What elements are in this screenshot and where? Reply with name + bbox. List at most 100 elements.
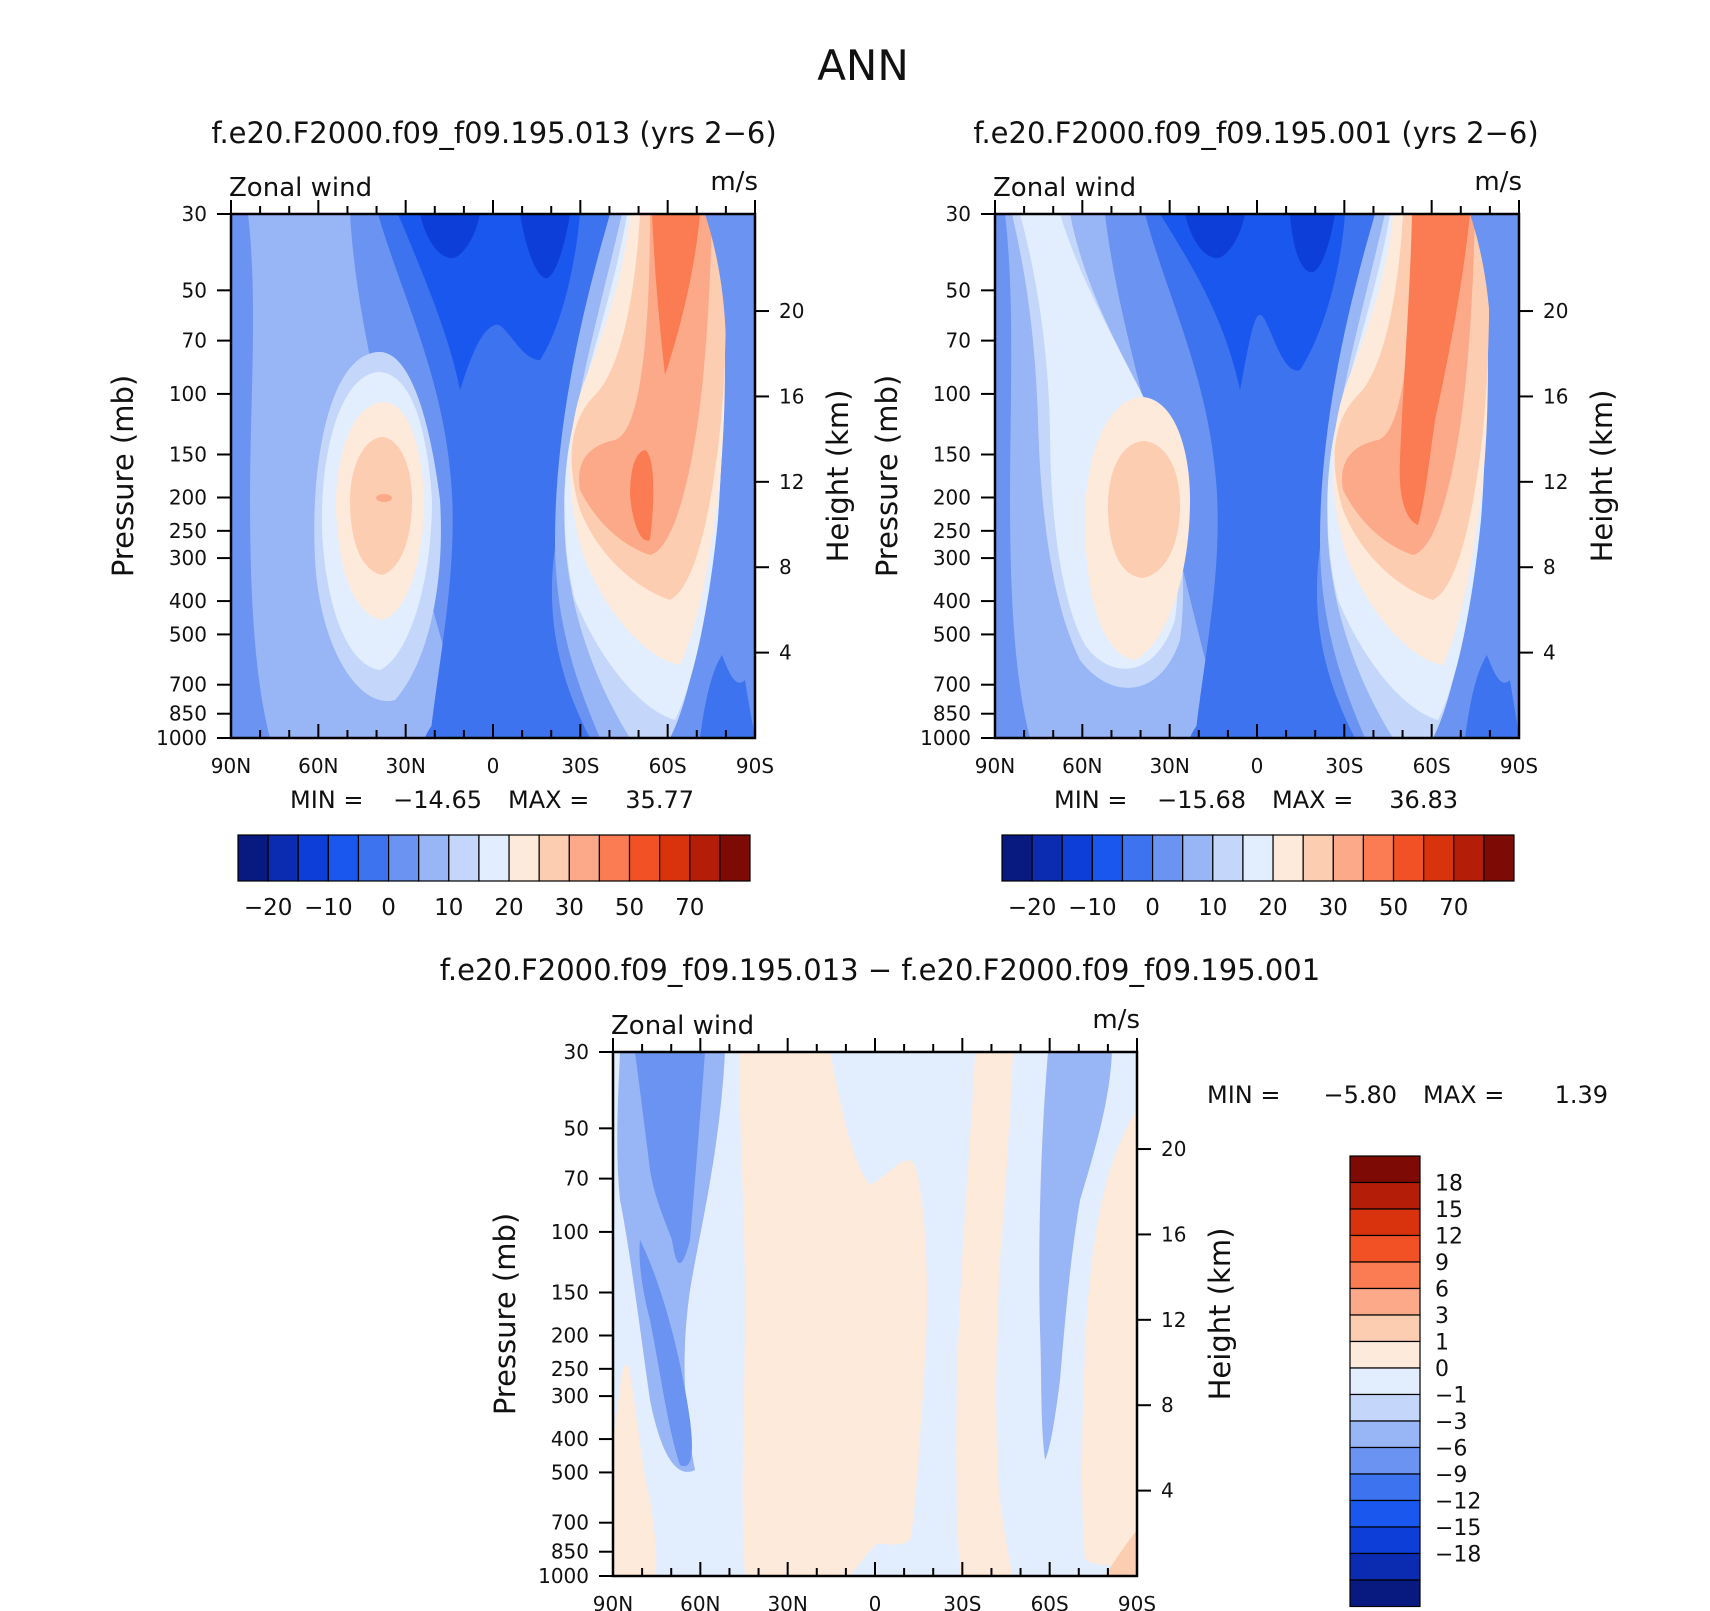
colorbar-swatch xyxy=(719,834,751,882)
pressure-tick-label: 250 xyxy=(933,519,971,543)
contour-nh-jet-core xyxy=(1108,441,1180,578)
pressure-tick-label: 200 xyxy=(551,1323,589,1347)
colorbar-swatch xyxy=(1182,834,1214,882)
axes: 305070100150200250300400500700850100090N… xyxy=(920,200,1568,778)
colorbar-label: −10 xyxy=(304,895,353,921)
lat-tick-label: 30N xyxy=(767,1592,807,1611)
panel-difference: f.e20.F2000.f09_f09.195.013 − f.e20.F200… xyxy=(440,953,1608,1611)
colorbar-label: −15 xyxy=(1435,1516,1481,1541)
pressure-tick-label: 200 xyxy=(169,485,207,509)
colorbar-swatch xyxy=(1453,834,1485,882)
colorbar-swatch xyxy=(1349,1234,1421,1263)
colorbar-label: −20 xyxy=(1008,895,1057,921)
contour-surface-easterly-2 xyxy=(515,712,585,738)
colorbar-label: 20 xyxy=(494,895,523,921)
lat-tick-label: 30S xyxy=(943,1592,981,1611)
colorbar-swatch xyxy=(327,834,360,882)
pressure-tick-label: 300 xyxy=(169,546,207,570)
contour-strat-easterly-core-1 xyxy=(1185,214,1245,259)
height-tick-label: 12 xyxy=(1161,1308,1186,1332)
variable-label: Zonal wind xyxy=(611,1011,754,1041)
colorbar-swatch xyxy=(237,834,269,882)
contour-sh-polar-easterly xyxy=(1465,655,1519,738)
lat-tick-label: 0 xyxy=(869,1592,882,1611)
right-axis-label: Height (km) xyxy=(821,390,855,563)
pressure-tick-label: 850 xyxy=(551,1540,589,1564)
min-value: −14.65 xyxy=(393,786,482,814)
colorbar-swatch xyxy=(1121,834,1154,882)
contour-strat-easterly-core-2 xyxy=(1290,214,1335,273)
colorbar-swatch xyxy=(1349,1208,1421,1237)
pressure-tick-label: 850 xyxy=(169,702,207,726)
height-tick-label: 4 xyxy=(779,641,792,665)
contour-nh-jet-core xyxy=(350,437,412,575)
pressure-tick-label: 700 xyxy=(933,673,971,697)
contour-sh-jet-max xyxy=(652,214,700,375)
contour-sh-jet-max xyxy=(1399,214,1470,525)
units-label: m/s xyxy=(710,167,758,197)
variable-label: Zonal wind xyxy=(229,173,372,203)
colorbar-label: 50 xyxy=(615,895,644,921)
colorbar-label: 30 xyxy=(1319,895,1348,921)
colorbar-label: −3 xyxy=(1435,1410,1467,1435)
min-value: −15.68 xyxy=(1157,786,1246,814)
pressure-tick-label: 850 xyxy=(933,702,971,726)
contour-strat-easterly xyxy=(1145,214,1385,738)
lat-tick-label: 30N xyxy=(1149,754,1189,778)
colorbar-swatch xyxy=(1423,834,1455,882)
lat-tick-label: 90N xyxy=(593,1592,633,1611)
height-tick-label: 20 xyxy=(779,299,804,323)
colorbar-label: 70 xyxy=(675,895,704,921)
colorbar-swatch xyxy=(448,834,480,882)
contour-sh-negative xyxy=(1039,1052,1112,1460)
height-tick-label: 4 xyxy=(1161,1479,1174,1503)
colorbar-label: 10 xyxy=(1198,895,1227,921)
colorbar-swatch xyxy=(1362,834,1395,882)
contour-field xyxy=(995,214,1519,738)
colorbar-swatch xyxy=(508,834,540,882)
colorbar-swatch xyxy=(1349,1155,1421,1184)
pressure-tick-label: 50 xyxy=(182,278,207,302)
pressure-tick-label: 300 xyxy=(551,1384,589,1408)
height-tick-label: 12 xyxy=(1543,470,1568,494)
height-tick-label: 16 xyxy=(1161,1222,1186,1246)
max-value: 1.39 xyxy=(1555,1081,1608,1109)
contour-sh-jet-max-lower xyxy=(630,450,654,541)
pressure-tick-label: 700 xyxy=(169,673,207,697)
colorbar-label: 9 xyxy=(1435,1251,1449,1276)
colorbar-swatch xyxy=(1242,834,1274,882)
right-axis-label: Height (km) xyxy=(1203,1228,1237,1401)
pressure-tick-label: 500 xyxy=(551,1460,589,1484)
pressure-tick-label: 100 xyxy=(169,382,207,406)
pressure-tick-label: 30 xyxy=(182,202,207,226)
colorbar-swatch xyxy=(1001,834,1033,882)
pressure-tick-label: 400 xyxy=(169,589,207,613)
pressure-tick-label: 30 xyxy=(564,1040,589,1064)
contour-sh-polar-easterly xyxy=(700,655,755,738)
colorbar-swatch xyxy=(387,834,420,882)
colorbar-swatch xyxy=(1091,834,1124,882)
colorbar-swatch xyxy=(1272,834,1304,882)
colorbar-label: −12 xyxy=(1435,1490,1481,1515)
colorbar-swatch xyxy=(1349,1314,1421,1343)
pressure-tick-label: 400 xyxy=(551,1427,589,1451)
min-label: MIN = xyxy=(1207,1081,1280,1109)
colorbar-label: 70 xyxy=(1439,895,1468,921)
panel-title: f.e20.F2000.f09_f09.195.001 (yrs 2−6) xyxy=(973,116,1538,150)
contour-strat-easterly xyxy=(378,214,620,738)
max-value: 35.77 xyxy=(625,786,694,814)
colorbar-swatch xyxy=(1349,1181,1421,1210)
pressure-tick-label: 1000 xyxy=(920,726,971,750)
height-tick-label: 8 xyxy=(1543,555,1556,579)
pressure-tick-label: 500 xyxy=(169,622,207,646)
min-value: −5.80 xyxy=(1323,1081,1397,1109)
min-label: MIN = xyxy=(290,786,363,814)
lat-tick-label: 30N xyxy=(385,754,425,778)
contour-nh-negative-lower xyxy=(639,1240,692,1467)
pressure-tick-label: 50 xyxy=(946,278,971,302)
colorbar-label: −1 xyxy=(1435,1384,1467,1409)
colorbar-swatch xyxy=(1332,834,1365,882)
pressure-tick-label: 70 xyxy=(946,329,971,353)
